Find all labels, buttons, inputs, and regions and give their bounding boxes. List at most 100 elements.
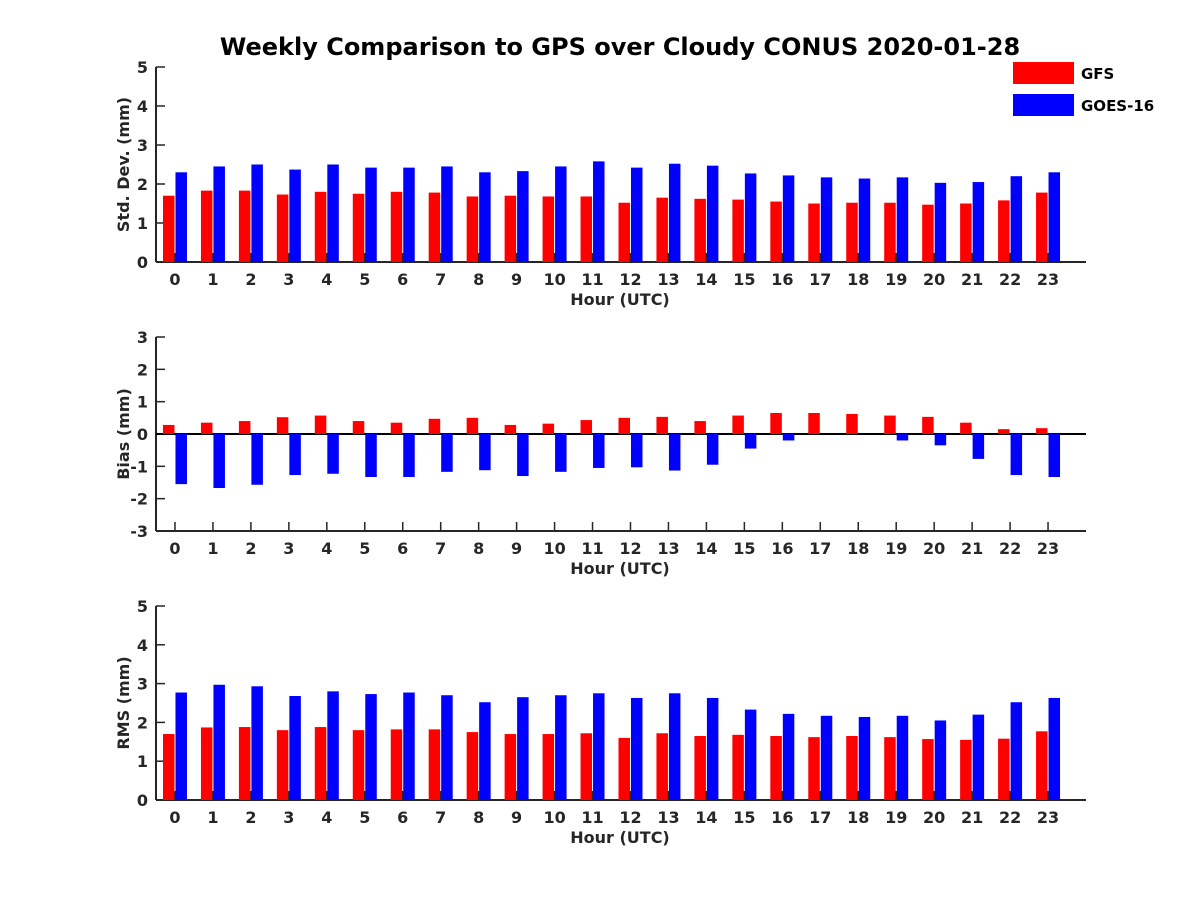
- x-tick-label: 10: [543, 270, 565, 289]
- bar-goes-16-hour-22: [1010, 702, 1023, 800]
- bar-gfs-hour-15: [732, 734, 744, 800]
- x-tick-label: 5: [359, 808, 370, 827]
- x-tick-label: 21: [961, 539, 983, 558]
- bar-goes-16-hour-4: [327, 434, 339, 474]
- bar-gfs-hour-8: [466, 732, 479, 800]
- bar-gfs-hour-11: [580, 420, 593, 434]
- x-tick-label: 7: [435, 808, 446, 827]
- bar-goes-16-hour-23: [1048, 172, 1061, 262]
- bar-gfs-hour-21: [960, 203, 972, 262]
- bar-goes-16-hour-14: [706, 697, 719, 800]
- y-tick-label: -3: [130, 522, 148, 541]
- bar-goes-16-hour-10: [555, 695, 567, 800]
- bar-goes-16-hour-18: [858, 716, 871, 800]
- bar-gfs-hour-12: [618, 417, 630, 434]
- x-tick-label: 6: [397, 808, 408, 827]
- x-tick-label: 6: [397, 539, 408, 558]
- bar-goes-16-hour-10: [555, 166, 567, 262]
- bar-goes-16-hour-9: [517, 434, 529, 477]
- bar-gfs-hour-7: [428, 192, 441, 262]
- bar-goes-16-hour-18: [858, 178, 871, 262]
- bar-goes-16-hour-14: [706, 434, 719, 465]
- bar-goes-16-hour-11: [593, 693, 605, 800]
- y-tick-label: 0: [137, 253, 148, 272]
- x-tick-label: 5: [359, 270, 370, 289]
- y-tick-label: 2: [137, 713, 148, 732]
- x-tick-label: 20: [923, 270, 945, 289]
- bar-goes-16-hour-2: [251, 164, 263, 262]
- y-tick-label: 3: [137, 675, 148, 694]
- y-tick-label: 4: [137, 97, 148, 116]
- bar-gfs-hour-17: [808, 412, 820, 434]
- bar-goes-16-hour-21: [972, 182, 985, 262]
- x-tick-label: 21: [961, 270, 983, 289]
- x-tick-label: 3: [283, 539, 294, 558]
- bar-gfs-hour-3: [276, 730, 289, 800]
- bar-goes-16-hour-0: [175, 434, 187, 485]
- x-tick-label: 13: [657, 539, 679, 558]
- bar-gfs-hour-0: [162, 424, 175, 434]
- bar-goes-16-hour-15: [744, 709, 757, 800]
- bar-goes-16-hour-22: [1010, 176, 1023, 262]
- bar-gfs-hour-20: [922, 739, 934, 800]
- bar-gfs-hour-8: [466, 417, 479, 434]
- bar-goes-16-hour-16: [782, 175, 795, 262]
- bar-goes-16-hour-13: [668, 163, 681, 262]
- bar-goes-16-hour-23: [1048, 697, 1061, 800]
- bar-gfs-hour-5: [352, 193, 365, 262]
- x-tick-label: 11: [581, 808, 603, 827]
- bar-goes-16-hour-2: [251, 686, 263, 800]
- bar-gfs-hour-19: [884, 202, 896, 262]
- x-tick-label: 1: [207, 270, 218, 289]
- x-tick-label: 16: [771, 270, 793, 289]
- bar-goes-16-hour-1: [213, 684, 225, 800]
- bar-gfs-hour-22: [998, 429, 1010, 434]
- x-axis-label: Hour (UTC): [570, 290, 670, 309]
- x-tick-label: 21: [961, 808, 983, 827]
- bar-goes-16-hour-16: [782, 713, 795, 800]
- bar-goes-16-hour-23: [1048, 434, 1061, 478]
- bar-gfs-hour-21: [960, 422, 972, 434]
- bar-goes-16-hour-1: [213, 166, 225, 262]
- x-tick-label: 4: [321, 270, 332, 289]
- bar-gfs-hour-13: [656, 416, 668, 434]
- bar-gfs-hour-10: [542, 734, 555, 800]
- bar-gfs-hour-23: [1036, 731, 1048, 800]
- x-tick-label: 2: [245, 808, 256, 827]
- bar-gfs-hour-17: [808, 203, 820, 262]
- bar-gfs-hour-16: [770, 201, 782, 262]
- bar-gfs-hour-1: [200, 422, 213, 434]
- bar-gfs-hour-5: [352, 421, 365, 434]
- y-tick-label: -1: [130, 457, 148, 476]
- x-tick-label: 13: [657, 270, 679, 289]
- x-tick-label: 12: [619, 270, 641, 289]
- bar-goes-16-hour-4: [327, 164, 339, 262]
- x-tick-label: 12: [619, 808, 641, 827]
- bar-gfs-hour-5: [352, 730, 365, 800]
- x-axis-label: Hour (UTC): [570, 559, 670, 578]
- bar-goes-16-hour-13: [668, 693, 681, 800]
- bar-gfs-hour-11: [580, 733, 593, 800]
- bar-gfs-hour-18: [846, 202, 858, 262]
- bar-goes-16-hour-7: [441, 695, 453, 800]
- y-axis-label: Bias (mm): [114, 388, 133, 480]
- bar-goes-16-hour-14: [706, 165, 719, 262]
- bar-goes-16-hour-0: [175, 692, 187, 800]
- bar-goes-16-hour-12: [630, 434, 643, 468]
- bar-goes-16-hour-8: [479, 702, 491, 800]
- bar-gfs-hour-22: [998, 738, 1010, 800]
- bar-gfs-hour-6: [390, 422, 403, 434]
- bar-gfs-hour-14: [694, 198, 706, 262]
- x-tick-label: 22: [999, 808, 1021, 827]
- y-tick-label: 2: [137, 175, 148, 194]
- bar-gfs-hour-17: [808, 737, 820, 800]
- bar-goes-16-hour-19: [896, 434, 909, 441]
- bar-goes-16-hour-17: [820, 177, 833, 262]
- x-tick-label: 10: [543, 539, 565, 558]
- bar-goes-16-hour-6: [403, 692, 415, 800]
- y-tick-label: 4: [137, 636, 148, 655]
- x-tick-label: 7: [435, 539, 446, 558]
- y-tick-label: 1: [137, 214, 148, 233]
- bar-goes-16-hour-21: [972, 434, 985, 459]
